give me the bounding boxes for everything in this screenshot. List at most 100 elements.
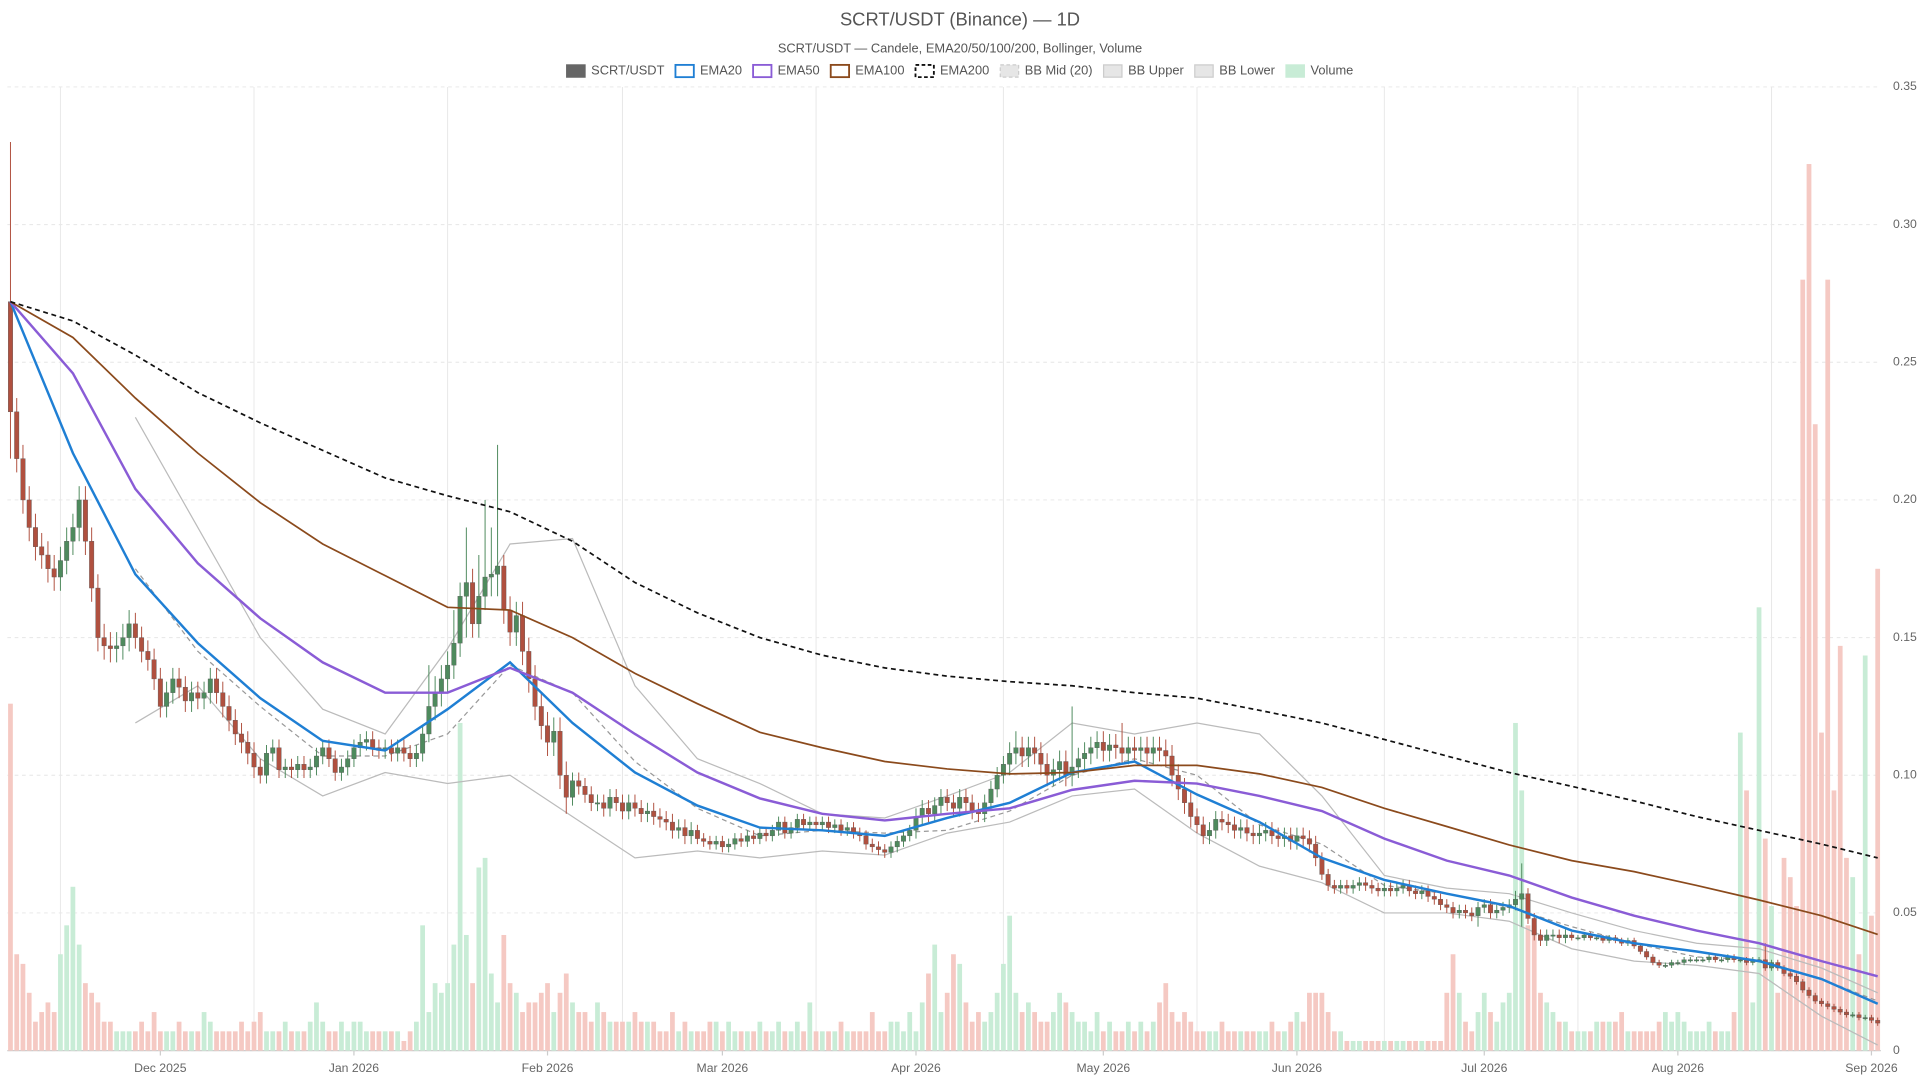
volume-bar <box>295 1031 301 1051</box>
candle-body <box>95 587 101 638</box>
volume-bar <box>532 1002 538 1051</box>
volume-bar <box>232 1031 238 1051</box>
volume-bar <box>339 1021 344 1051</box>
x-tick-label: Jan 2026 <box>329 1061 380 1075</box>
candle-body <box>1806 989 1812 996</box>
volume-bar <box>1569 1031 1575 1051</box>
volume-bar <box>370 1031 376 1051</box>
candle-body <box>339 766 344 773</box>
candle-body <box>1500 907 1506 911</box>
candle-body <box>14 411 20 459</box>
candle-body <box>1300 835 1306 839</box>
candle-body <box>1306 838 1312 845</box>
chart-title: SCRT/USDT (Binance) — 1D <box>840 9 1080 30</box>
indicator-line <box>134 568 1878 1002</box>
candle-body <box>819 821 825 826</box>
volume-bar <box>782 1031 788 1051</box>
volume-bar <box>1294 1012 1300 1051</box>
candle-body <box>370 739 376 748</box>
candle-body <box>33 527 38 547</box>
candle-body <box>1032 747 1038 754</box>
candle-body <box>1694 959 1700 962</box>
volume-bar <box>1563 1021 1568 1051</box>
volume-bar <box>245 1031 251 1051</box>
candle-body <box>132 623 138 638</box>
volume-bar <box>345 1031 351 1051</box>
candle-body <box>1157 747 1162 751</box>
volume-bar <box>1082 1021 1087 1051</box>
candle-body <box>807 821 813 826</box>
candle-body <box>445 664 451 680</box>
candle-body <box>719 841 725 848</box>
volume-bar <box>901 1031 906 1051</box>
candle-body <box>513 615 519 633</box>
legend-swatch <box>566 64 586 78</box>
candle-body <box>1019 747 1025 757</box>
candle-body <box>401 747 407 754</box>
volume-bar <box>1169 1012 1175 1051</box>
candle-body <box>476 596 482 625</box>
volume-bar <box>1600 1021 1606 1051</box>
legend-label: EMA100 <box>855 62 904 77</box>
candle-body <box>351 747 357 759</box>
volume-bar <box>207 1021 213 1051</box>
candle-body <box>1100 742 1106 751</box>
volume-bar <box>432 983 438 1051</box>
volume-bar <box>1856 954 1862 1051</box>
volume-bar <box>1419 1040 1425 1051</box>
volume-bar <box>301 1031 307 1051</box>
candle-body <box>1400 885 1406 889</box>
volume-bar <box>33 1021 38 1051</box>
volume-bar <box>58 954 63 1051</box>
volume-bar <box>182 1031 188 1051</box>
volume-bar <box>1862 655 1868 1051</box>
legend-label: BB Lower <box>1219 62 1275 77</box>
volume-bar <box>1425 1040 1431 1051</box>
volume-bar <box>320 1021 326 1051</box>
volume-bar <box>108 1021 113 1051</box>
legend-swatch <box>1194 64 1214 78</box>
volume-bar <box>938 1012 944 1051</box>
volume-bar <box>376 1031 382 1051</box>
volume-bar <box>1275 1031 1281 1051</box>
candle-body <box>1350 885 1356 889</box>
volume-bar <box>1350 1040 1356 1051</box>
candle-body <box>151 659 157 680</box>
volume-bar <box>994 992 1000 1051</box>
x-tick-label: Sep 2026 <box>1845 1061 1898 1075</box>
candle-body <box>345 758 351 768</box>
candle-body <box>451 642 457 666</box>
candle-body <box>1413 890 1419 894</box>
volume-bar <box>1837 645 1843 1051</box>
chart-subtitle: SCRT/USDT — Candele, EMA20/50/100/200, B… <box>778 40 1142 55</box>
legend-item: SCRT/USDT <box>566 62 665 78</box>
candle-body <box>1150 747 1156 754</box>
candle-body <box>201 692 207 699</box>
volume-bar <box>882 1031 888 1051</box>
volume-bar <box>257 1012 263 1051</box>
candle-body <box>888 846 894 853</box>
volume-bar <box>1650 1031 1656 1051</box>
volume-bar <box>613 1021 619 1051</box>
volume-bar <box>1063 1002 1069 1051</box>
volume-bar <box>1244 1031 1250 1051</box>
candle-body <box>482 576 488 597</box>
volume-bar <box>1556 1021 1562 1051</box>
legend-swatch <box>1285 64 1305 78</box>
candle-body <box>326 747 332 759</box>
volume-bar <box>226 1031 232 1051</box>
volume-bar <box>332 1031 338 1051</box>
volume-bar <box>1469 1031 1475 1051</box>
candle-body <box>726 843 732 848</box>
volume-bar <box>414 1021 419 1051</box>
candle-body <box>1419 890 1425 894</box>
candle-body <box>1425 890 1431 897</box>
volume-bar <box>1800 279 1806 1051</box>
volume-bar <box>220 1031 226 1051</box>
volume-bar <box>14 954 20 1051</box>
candle-body <box>638 808 644 815</box>
candle-body <box>182 686 188 702</box>
volume-bar <box>64 925 70 1051</box>
volume-bar <box>1400 1040 1406 1051</box>
candle-body <box>801 819 807 826</box>
